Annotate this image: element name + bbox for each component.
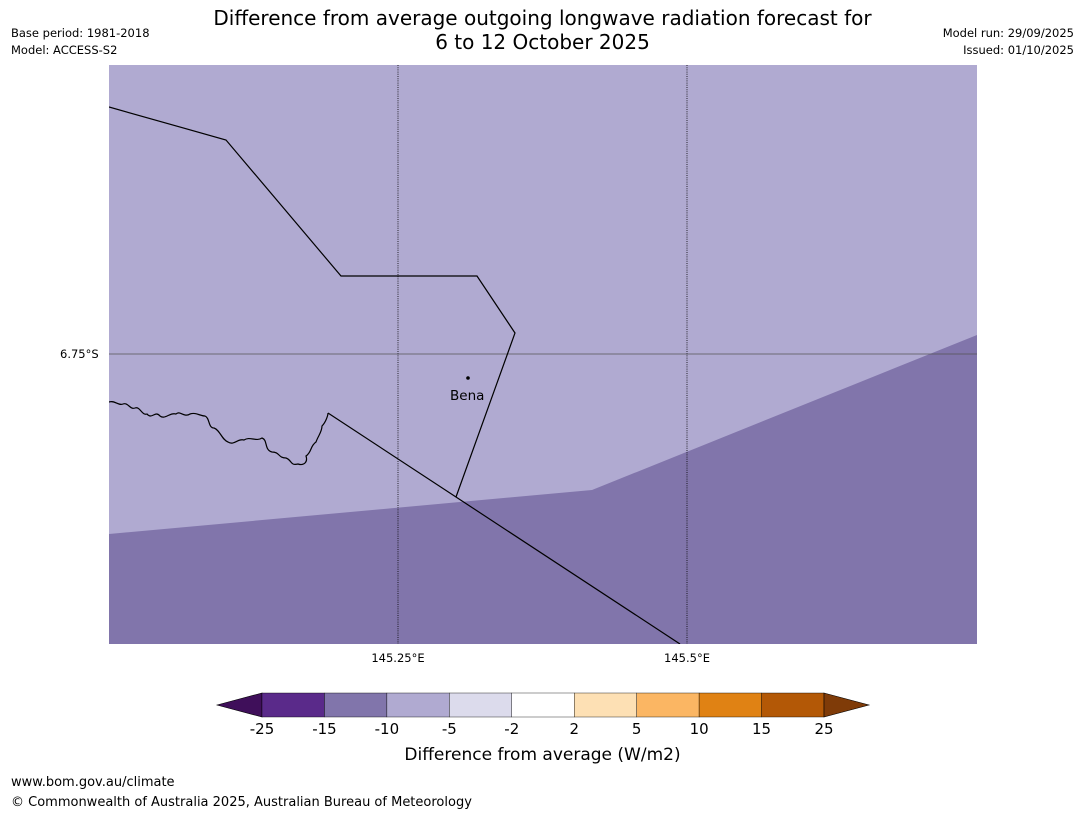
legend-extend-high: [823, 692, 871, 718]
river-line: [109, 400, 329, 466]
legend-colorbar: [215, 692, 871, 718]
legend-tick-label: 2: [569, 720, 579, 738]
page-title: Difference from average outgoing longwav…: [0, 6, 1085, 54]
legend-swatch-2-to-5: [574, 692, 637, 718]
base-period-label: Base period: 1981-2018: [11, 26, 150, 40]
legend-swatch-5-to-10: [636, 692, 700, 718]
legend-tick-label: -2: [504, 720, 520, 738]
footer-url: www.bom.gov.au/climate: [11, 775, 175, 790]
legend-tick-label: 5: [631, 720, 642, 738]
town-marker: [466, 376, 470, 380]
legend-tick-label: -15: [312, 720, 337, 738]
town-label-bena: Bena: [450, 388, 485, 404]
legend-title: Difference from average (W/m2): [404, 745, 681, 765]
province-border-south: [327, 412, 681, 644]
legend-tick-label: 10: [689, 720, 709, 738]
lon-label-145-5e: 145.5°E: [664, 651, 710, 665]
model-run-label: Model run: 29/09/2025: [942, 26, 1074, 40]
legend-swatch--15-to--10: [324, 692, 388, 718]
issued-label: Issued: 01/10/2025: [963, 43, 1074, 57]
legend-swatch-10-to-15: [698, 692, 762, 718]
legend-tick-label: 15: [752, 720, 772, 738]
legend-tick-label: -5: [441, 720, 457, 738]
legend-swatch--5-to--2: [449, 692, 512, 718]
legend-tick-label: 25: [814, 720, 834, 738]
footer-copyright: © Commonwealth of Australia 2025, Austra…: [11, 795, 472, 810]
lon-label-145-25e: 145.25°E: [371, 651, 425, 665]
legend-swatch--25-to--15: [261, 692, 325, 718]
legend-extend-low: [215, 692, 263, 718]
legend-swatch-15-to-25: [761, 692, 825, 718]
legend-swatch--10-to--5: [386, 692, 450, 718]
title-line-2: 6 to 12 October 2025: [435, 30, 650, 54]
title-line-1: Difference from average outgoing longwav…: [213, 6, 872, 30]
legend-tick-label: -25: [249, 720, 275, 738]
map-plot-area: [109, 65, 977, 644]
legend-tick-label: -10: [374, 720, 400, 738]
lat-label-6-75s: 6.75°S: [60, 347, 99, 361]
legend-swatch--2-to-2: [511, 692, 575, 718]
anomaly-band-dark: [109, 335, 977, 644]
province-border: [109, 106, 516, 498]
model-label: Model: ACCESS-S2: [11, 43, 118, 57]
